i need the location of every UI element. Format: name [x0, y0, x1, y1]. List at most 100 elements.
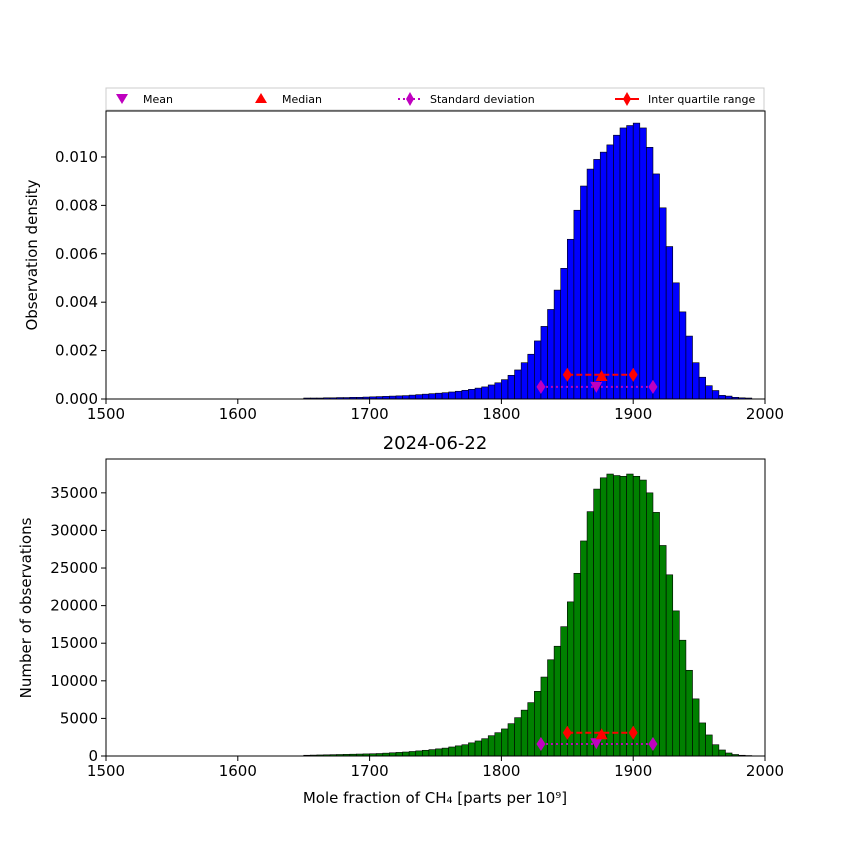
histogram-bar — [698, 376, 706, 400]
histogram-bar — [494, 382, 502, 400]
legend-std-label: Standard deviation — [430, 93, 535, 106]
y-tick-label: 0 — [88, 747, 98, 765]
histogram-bar — [481, 386, 489, 400]
density-histogram-panel: 1500 1600 1700 1800 1900 2000 0.000 0.002 0.004… — [23, 110, 784, 423]
y-tick-label: 0.006 — [55, 245, 98, 263]
histogram-bar — [599, 477, 608, 757]
histogram-bar — [487, 735, 496, 757]
histogram-bar — [454, 390, 463, 400]
histogram-bar — [580, 540, 588, 757]
histogram-bar — [448, 746, 456, 757]
histogram-bar — [402, 395, 410, 400]
y-tick-label: 10000 — [50, 672, 98, 690]
iqr-marker-icon — [623, 92, 631, 106]
x-tick-label: 1900 — [614, 405, 652, 423]
histogram-bar — [435, 748, 443, 757]
histogram-bar — [494, 732, 502, 757]
histogram-bar — [520, 362, 529, 400]
histogram-bar — [441, 747, 449, 757]
density-y-ticks: 0.000 0.002 0.004 0.006 0.008 0.010 — [55, 148, 106, 408]
histogram-bar — [428, 393, 436, 400]
histogram-bar — [402, 751, 410, 757]
histogram-bar — [652, 173, 660, 400]
std-endpoint-marker — [536, 736, 546, 751]
histogram-bar — [613, 475, 621, 757]
count-x-axis-label: Mole fraction of CH₄ [parts per 10⁹] — [303, 789, 567, 807]
histogram-bar — [679, 311, 687, 400]
mean-marker — [590, 738, 603, 750]
histogram-bar — [606, 144, 614, 400]
median-marker-icon — [255, 93, 267, 103]
y-tick-label: 0.000 — [55, 390, 98, 408]
histogram-bar — [415, 750, 423, 757]
histogram-bar — [547, 309, 555, 400]
histogram-bar — [408, 394, 417, 400]
histogram-bar — [481, 738, 489, 757]
iqr-endpoint-marker — [562, 367, 572, 382]
count-stats-markers — [536, 725, 658, 751]
x-tick-label: 1900 — [614, 762, 652, 780]
histogram-bar — [619, 475, 627, 757]
histogram-bar — [685, 669, 693, 757]
legend-box — [105, 87, 765, 111]
density-x-ticks: 1500 1600 1700 1800 1900 2000 — [87, 399, 784, 423]
y-tick-label: 20000 — [50, 597, 98, 615]
histogram-bar — [672, 282, 680, 400]
histogram-bar — [646, 492, 654, 757]
histogram-bar — [514, 369, 522, 400]
histogram-bar — [665, 246, 674, 400]
x-tick-label: 1500 — [87, 762, 125, 780]
histogram-bar — [428, 749, 436, 757]
histogram-bar — [474, 740, 482, 757]
histogram-bar — [520, 709, 529, 757]
histogram-bar — [468, 742, 476, 757]
histogram-bar — [632, 122, 641, 400]
count-histogram-panel: 2024-06-22 1500 1600 1700 1800 1900 2000 0 500… — [17, 433, 784, 807]
y-tick-label: 0.008 — [55, 196, 98, 214]
histogram-bar — [665, 574, 674, 757]
legend-median: Median — [255, 93, 322, 106]
density-y-axis-label: Observation density — [23, 179, 41, 330]
histogram-bar — [573, 209, 581, 400]
std-marker-icon — [406, 92, 414, 106]
y-tick-label: 0.010 — [55, 148, 98, 166]
histogram-bar — [514, 717, 522, 757]
density-axes-frame — [105, 110, 766, 400]
mean-marker — [590, 381, 603, 393]
histogram-bar — [711, 744, 720, 757]
count-y-axis-label: Number of observations — [17, 517, 35, 698]
iqr-endpoint-marker — [562, 725, 572, 740]
x-tick-label: 1600 — [219, 405, 257, 423]
histogram-bar — [626, 125, 634, 400]
histogram-bar — [580, 185, 588, 400]
histogram-bar — [646, 147, 654, 400]
histogram-bar — [468, 389, 476, 400]
histogram-bar — [705, 734, 713, 757]
histogram-bar — [507, 374, 515, 400]
histogram-bar — [606, 473, 614, 757]
histogram-bar — [395, 752, 403, 757]
count-axes-frame — [105, 458, 766, 757]
histogram-bar — [527, 702, 535, 757]
legend-median-label: Median — [282, 93, 322, 106]
histogram-bar — [632, 475, 641, 757]
count-y-ticks: 0 5000 10000 15000 20000 25000 30000 35000 — [50, 484, 106, 765]
histogram-bar — [593, 159, 601, 400]
histogram-bar — [408, 751, 417, 757]
histogram-bar — [448, 391, 456, 400]
y-tick-label: 0.004 — [55, 293, 98, 311]
histogram-bar — [679, 639, 687, 757]
histogram-bar — [547, 659, 555, 757]
histogram-bar — [692, 698, 700, 757]
median-marker — [595, 370, 608, 382]
histogram-bar — [593, 488, 601, 757]
histogram-bar — [454, 745, 463, 757]
std-endpoint-marker — [648, 379, 658, 394]
histogram-bar — [659, 207, 667, 400]
legend-iqr: Inter quartile range — [615, 92, 755, 106]
std-endpoint-marker — [536, 379, 546, 394]
y-tick-label: 25000 — [50, 559, 98, 577]
y-tick-label: 30000 — [50, 521, 98, 539]
